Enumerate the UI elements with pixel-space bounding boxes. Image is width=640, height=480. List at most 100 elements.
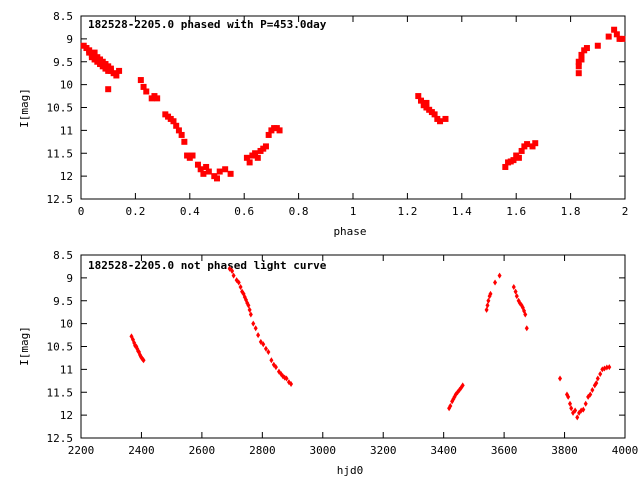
data-point	[265, 131, 272, 138]
data-point	[170, 118, 177, 125]
data-point	[269, 357, 274, 364]
x-tick-label: 0.4	[180, 205, 200, 218]
data-point	[529, 143, 536, 150]
x-tick-label: 0.2	[125, 205, 145, 218]
data-point	[594, 380, 599, 387]
data-point	[273, 364, 278, 371]
data-point	[510, 157, 517, 164]
data-point	[91, 49, 98, 56]
x-tick-label: 0.8	[289, 205, 309, 218]
data-point	[262, 143, 269, 150]
data-point	[276, 127, 283, 134]
data-point	[486, 297, 491, 304]
data-point	[189, 152, 196, 159]
data-point	[415, 93, 422, 100]
x-axis-label: phase	[333, 225, 366, 238]
phased-light-curve-panel: 182528-2205.0 phased with P=453.0day pha…	[18, 10, 628, 238]
x-tick-label: 0.6	[234, 205, 254, 218]
data-point	[581, 406, 586, 413]
y-tick-label: 8.5	[53, 249, 73, 262]
y-tick-label: 9	[66, 272, 73, 285]
data-point	[194, 161, 201, 168]
y-tick-label: 9	[66, 33, 73, 46]
x-tick-label: 3800	[551, 444, 578, 457]
data-point	[532, 140, 539, 147]
data-point	[205, 168, 212, 175]
data-point	[243, 154, 250, 161]
data-point	[284, 375, 289, 382]
y-tick-label: 12	[60, 170, 73, 183]
data-point	[567, 400, 572, 407]
plot-frame	[80, 15, 626, 200]
data-point	[254, 154, 261, 161]
data-point	[143, 88, 150, 95]
data-point	[247, 306, 252, 313]
x-tick-label: 2	[622, 205, 629, 218]
y-tick-label: 12	[60, 409, 73, 422]
data-point	[140, 83, 147, 90]
y-tick-label: 8.5	[53, 10, 73, 23]
data-point	[418, 97, 424, 104]
data-point	[107, 65, 114, 72]
data-point	[231, 272, 236, 279]
x-tick-label: 3400	[430, 444, 457, 457]
data-point	[137, 77, 144, 84]
data-point	[460, 382, 465, 389]
data-point	[588, 391, 593, 398]
x-tick-label: 2600	[189, 444, 216, 457]
data-point	[197, 166, 204, 173]
x-axis-label: hjd0	[337, 464, 364, 477]
data-point	[423, 99, 430, 106]
data-point	[524, 325, 529, 332]
data-point	[611, 26, 618, 33]
y-tick-label: 12.5	[47, 432, 74, 445]
y-tick-label: 10	[60, 79, 73, 92]
data-point	[178, 131, 185, 138]
data-point	[575, 63, 582, 70]
chart-title: 182528-2205.0 phased with P=453.0day	[88, 18, 327, 31]
data-point	[181, 138, 188, 145]
y-tick-label: 10.5	[47, 341, 74, 354]
data-point	[583, 45, 590, 52]
unphased-light-curve-panel: 182528-2205.0 not phased light curve hjd…	[18, 249, 638, 477]
y-tick-label: 12.5	[47, 193, 74, 206]
data-point	[598, 370, 603, 377]
data-point	[442, 115, 449, 122]
data-point	[248, 311, 253, 318]
y-tick-label: 11	[60, 363, 73, 376]
data-point	[566, 393, 571, 400]
data-point	[502, 163, 509, 170]
data-point	[252, 150, 259, 157]
data-point	[230, 268, 235, 275]
data-point	[575, 414, 580, 421]
data-point	[116, 67, 123, 74]
data-point	[113, 72, 120, 79]
data-point	[514, 293, 519, 300]
data-point	[173, 122, 180, 129]
data-point	[266, 348, 271, 355]
data-point	[513, 288, 518, 295]
data-points	[129, 265, 612, 421]
data-point	[289, 381, 294, 388]
data-point	[431, 111, 438, 118]
data-point	[575, 70, 582, 77]
data-point	[175, 127, 182, 134]
data-point	[141, 357, 146, 364]
data-point	[497, 272, 502, 279]
data-point	[238, 284, 243, 291]
x-tick-label: 1.2	[397, 205, 417, 218]
chart-title: 182528-2205.0 not phased light curve	[88, 259, 327, 272]
axis-ticks: 2200 2400 2600 2800 3000 3200 3400 3600 3800 4000…	[47, 249, 639, 457]
x-tick-label: 1.4	[452, 205, 472, 218]
data-point	[583, 400, 588, 407]
x-tick-label: 3000	[310, 444, 337, 457]
data-point	[511, 284, 516, 291]
data-point	[251, 320, 256, 327]
x-tick-label: 4000	[612, 444, 639, 457]
data-point	[590, 386, 595, 393]
data-point	[484, 306, 489, 313]
data-point	[573, 407, 578, 414]
data-point	[523, 311, 528, 318]
data-point	[605, 33, 612, 40]
